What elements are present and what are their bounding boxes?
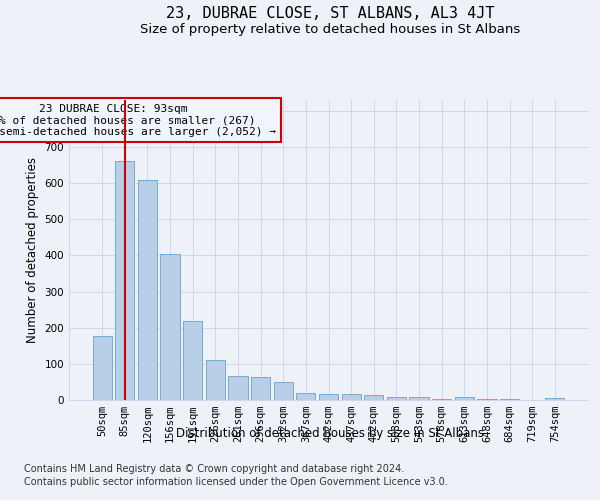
Y-axis label: Number of detached properties: Number of detached properties	[26, 157, 39, 343]
Bar	[432, 399, 451, 400]
Bar	[387, 397, 406, 400]
Bar	[364, 396, 383, 400]
Bar	[341, 394, 361, 400]
Bar	[229, 376, 248, 400]
Bar	[183, 321, 202, 400]
Bar	[115, 162, 134, 400]
Text: Contains HM Land Registry data © Crown copyright and database right 2024.: Contains HM Land Registry data © Crown c…	[24, 464, 404, 474]
Bar	[251, 376, 270, 400]
Bar	[206, 360, 225, 400]
Text: 23 DUBRAE CLOSE: 93sqm
← 11% of detached houses are smaller (267)
88% of semi-de: 23 DUBRAE CLOSE: 93sqm ← 11% of detached…	[0, 104, 275, 137]
Bar	[545, 398, 565, 400]
Text: Size of property relative to detached houses in St Albans: Size of property relative to detached ho…	[140, 22, 520, 36]
Bar	[296, 394, 316, 400]
Bar	[319, 394, 338, 400]
Bar	[409, 397, 428, 400]
Bar	[274, 382, 293, 400]
Text: Contains public sector information licensed under the Open Government Licence v3: Contains public sector information licen…	[24, 477, 448, 487]
Bar	[160, 254, 180, 400]
Bar	[92, 336, 112, 400]
Text: Distribution of detached houses by size in St Albans: Distribution of detached houses by size …	[176, 428, 484, 440]
Bar	[138, 180, 157, 400]
Bar	[455, 397, 474, 400]
Text: 23, DUBRAE CLOSE, ST ALBANS, AL3 4JT: 23, DUBRAE CLOSE, ST ALBANS, AL3 4JT	[166, 6, 494, 20]
